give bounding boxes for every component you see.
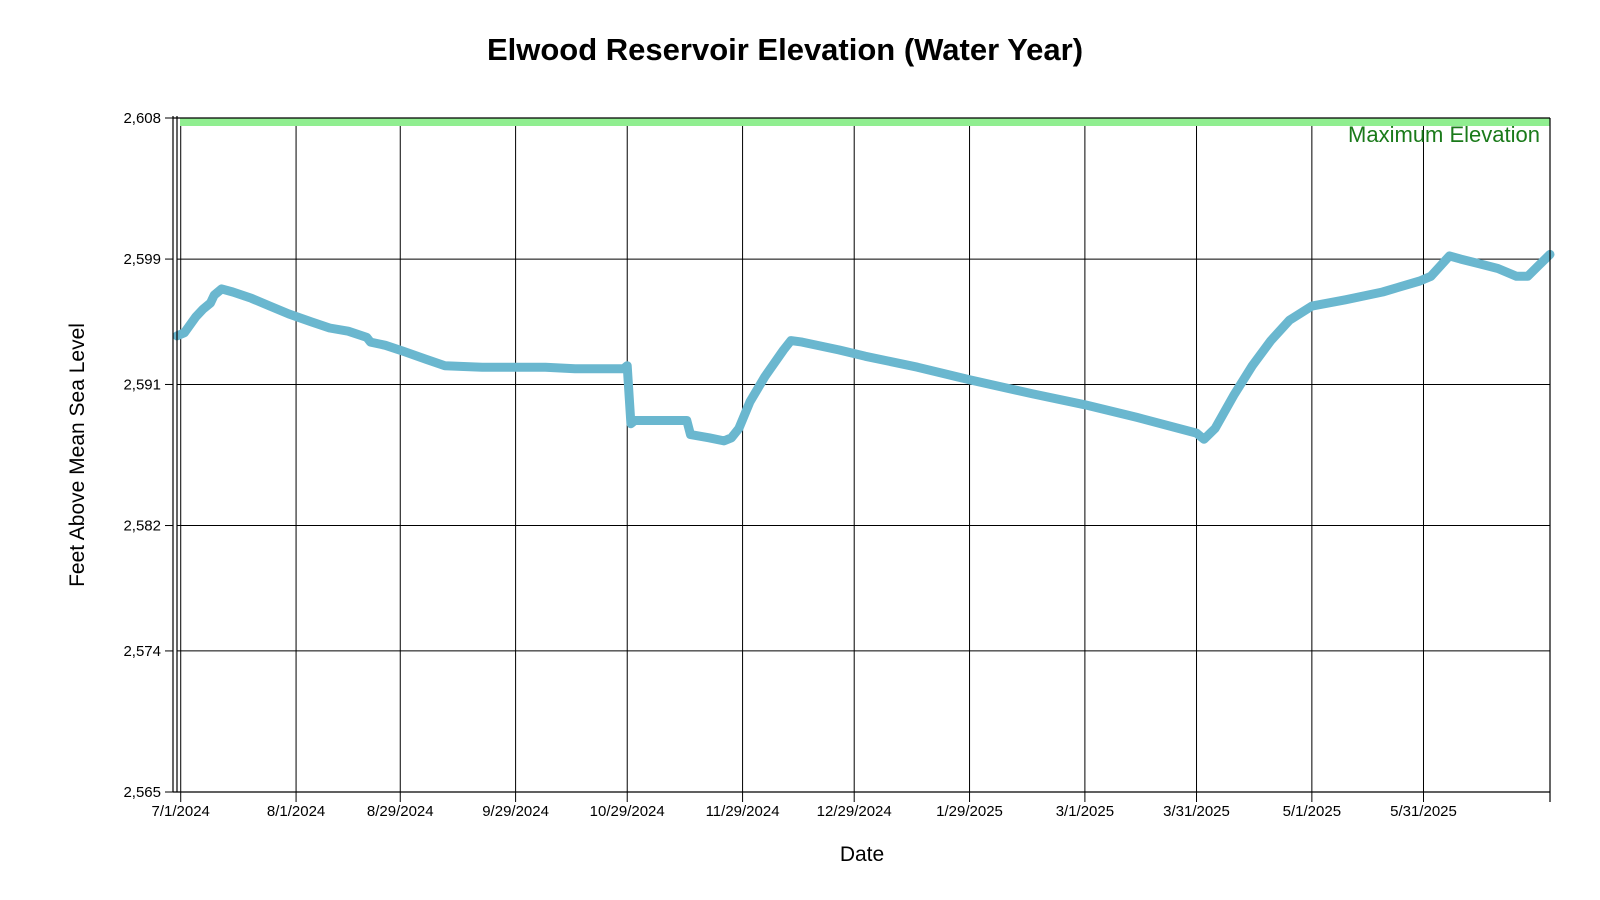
- series-marks: [172, 249, 1555, 446]
- y-tick-label: 2,582: [123, 518, 161, 535]
- maximum-elevation-label: Maximum Elevation: [1348, 122, 1540, 147]
- y-tick-label: 2,608: [123, 110, 161, 127]
- x-tick-label: 7/1/2024: [152, 803, 210, 820]
- x-tick-label: 8/29/2024: [367, 803, 434, 820]
- x-tick-label: 9/29/2024: [482, 803, 549, 820]
- y-axis-ticks: 2,565 2,574 2,582 2,591 2,599 2,608: [123, 110, 173, 801]
- chart-title: Elwood Reservoir Elevation (Water Year): [487, 32, 1083, 67]
- x-tick-label: 3/1/2025: [1056, 803, 1114, 820]
- x-axis-label: Date: [840, 843, 884, 866]
- x-tick-label: 1/29/2025: [936, 803, 1003, 820]
- grid-lines: [177, 117, 1550, 793]
- x-tick-label: 3/31/2025: [1163, 803, 1230, 820]
- x-tick-label: 5/31/2025: [1390, 803, 1457, 820]
- x-tick-label: 12/29/2024: [817, 803, 892, 820]
- x-tick-label: 5/1/2025: [1283, 803, 1341, 820]
- y-tick-label: 2,565: [123, 784, 161, 801]
- x-axis-ticks: 7/1/2024 8/1/2024 8/29/2024 9/29/2024 10/29/…: [152, 792, 1457, 820]
- y-tick-label: 2,591: [123, 376, 161, 393]
- maximum-elevation-band: [180, 118, 1550, 126]
- x-tick-label: 11/29/2024: [706, 803, 780, 820]
- axes: [172, 116, 1551, 802]
- x-tick-label: 10/29/2024: [590, 803, 665, 820]
- elevation-line: [172, 249, 1555, 446]
- x-tick-label: 8/1/2024: [267, 803, 325, 820]
- y-tick-label: 2,574: [123, 643, 161, 660]
- y-tick-label: 2,599: [123, 251, 161, 268]
- y-axis-label: Feet Above Mean Sea Level: [66, 323, 89, 587]
